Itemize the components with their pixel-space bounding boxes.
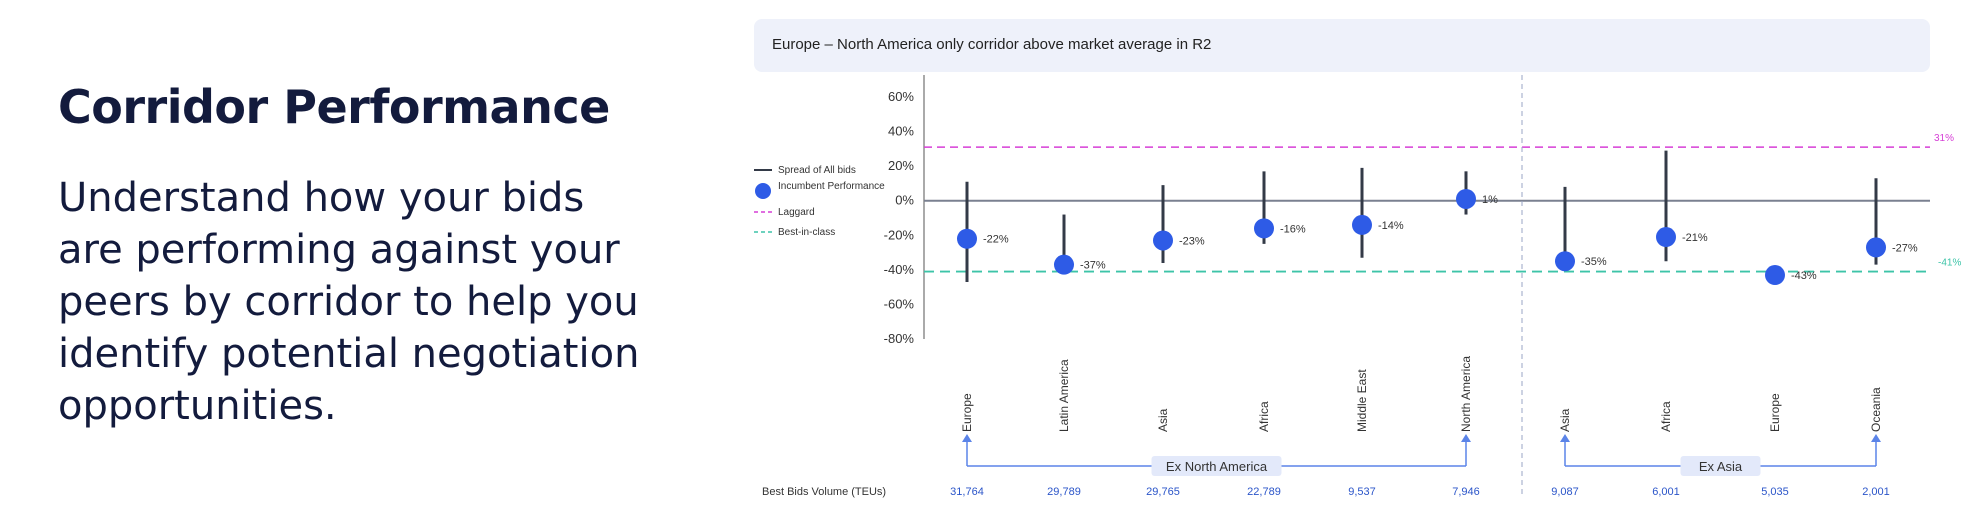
volume-value: 5,035 — [1761, 486, 1789, 498]
y-tick-label: 20% — [888, 158, 914, 173]
incumbent-point — [1656, 227, 1676, 248]
legend-incumbent-label: Incumbent Performance — [778, 181, 885, 192]
category-label: Europe — [960, 393, 974, 432]
page-description: Understand how your bids are performing … — [58, 175, 640, 429]
data-label: -27% — [1892, 242, 1918, 254]
volume-value: 2,001 — [1862, 486, 1890, 498]
group-label: Ex Asia — [1699, 459, 1743, 474]
group-label-box — [1680, 456, 1761, 476]
intro-panel: Corridor Performance Understand how your… — [58, 80, 658, 432]
laggard-label: 31% — [1934, 133, 1954, 144]
incumbent-point — [1352, 214, 1372, 235]
group-arrow-left — [1560, 434, 1570, 442]
volume-row-label: Best Bids Volume (TEUs) — [762, 486, 886, 498]
incumbent-point — [1866, 237, 1886, 258]
y-tick-label: -60% — [884, 296, 915, 311]
data-label: -14% — [1378, 220, 1404, 232]
data-label: 1% — [1482, 194, 1498, 206]
data-label: -16% — [1280, 223, 1306, 235]
y-tick-label: -80% — [884, 331, 915, 346]
data-label: -23% — [1179, 235, 1205, 247]
data-label: -43% — [1791, 270, 1817, 282]
chart-title-banner: Europe – North America only corridor abo… — [754, 19, 1930, 72]
data-label: -35% — [1581, 256, 1607, 268]
legend-best-in-class-label: Best-in-class — [778, 227, 835, 238]
category-label: Asia — [1558, 408, 1572, 432]
legend-spread-label: Spread of All bids — [778, 165, 856, 176]
category-label: Africa — [1659, 401, 1673, 432]
chart-title: Europe – North America only corridor abo… — [772, 36, 1212, 53]
category-label: Asia — [1156, 408, 1170, 432]
category-label: Europe — [1768, 393, 1782, 432]
y-tick-label: -40% — [884, 262, 915, 277]
group-arrow-right — [1871, 434, 1881, 442]
volume-value: 7,946 — [1452, 486, 1480, 498]
page-title: Corridor Performance — [58, 80, 610, 134]
legend-laggard-label: Laggard — [778, 207, 815, 218]
data-label: -37% — [1080, 260, 1106, 272]
category-label: Latin America — [1057, 359, 1071, 432]
volume-value: 9,537 — [1348, 486, 1376, 498]
legend-incumbent-swatch — [755, 183, 771, 199]
group-arrow-left — [962, 434, 972, 442]
y-tick-label: 0% — [895, 193, 914, 208]
y-tick-label: 40% — [888, 124, 914, 139]
category-label: North America — [1459, 356, 1473, 432]
corridor-chart: Europe – North America only corridor abo… — [742, 0, 1976, 524]
group-arrow-right — [1461, 434, 1471, 442]
volume-value: 31,764 — [950, 486, 984, 498]
incumbent-point — [1153, 230, 1173, 251]
volume-value: 29,765 — [1146, 486, 1180, 498]
incumbent-point — [1456, 188, 1476, 209]
category-label: Middle East — [1355, 369, 1369, 432]
category-label: Africa — [1257, 401, 1271, 432]
incumbent-point — [957, 228, 977, 249]
incumbent-point — [1765, 265, 1785, 286]
group-label: Ex North America — [1166, 459, 1268, 474]
data-label: -22% — [983, 234, 1009, 246]
y-tick-label: -20% — [884, 227, 915, 242]
group-label-box — [1151, 456, 1282, 476]
incumbent-point — [1555, 251, 1575, 272]
y-tick-label: 60% — [888, 89, 914, 104]
data-label: -21% — [1682, 232, 1708, 244]
volume-value: 6,001 — [1652, 486, 1680, 498]
chart-svg: 60% 40% 20% 0% -20% -40% -60% -80% 31% -41% Spread… — [754, 75, 1961, 498]
best-in-class-label: -41% — [1938, 258, 1961, 269]
incumbent-point — [1054, 254, 1074, 275]
volume-value: 22,789 — [1247, 486, 1281, 498]
incumbent-point — [1254, 218, 1274, 239]
volume-value: 29,789 — [1047, 486, 1081, 498]
category-label: Oceania — [1869, 387, 1883, 432]
volume-value: 9,087 — [1551, 486, 1579, 498]
